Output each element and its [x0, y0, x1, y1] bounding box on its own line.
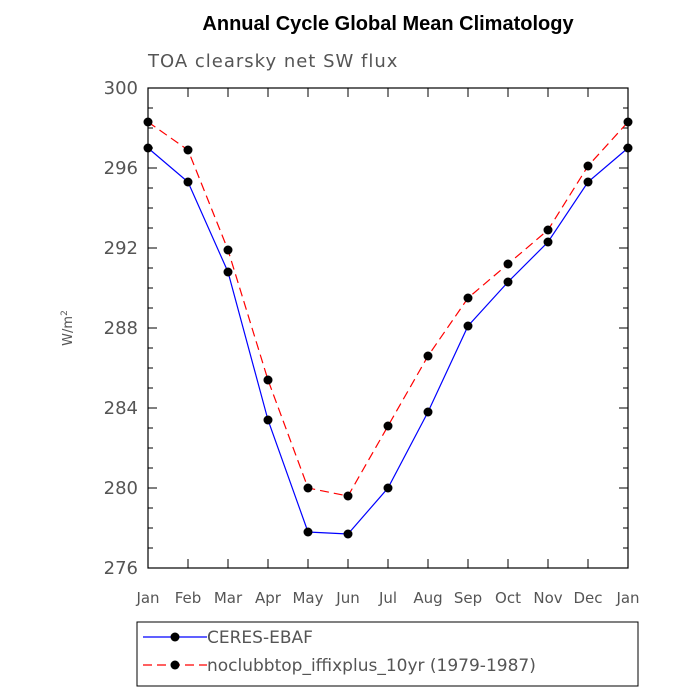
x-tick-label: Aug — [413, 589, 442, 607]
data-point — [503, 259, 513, 269]
data-point — [143, 117, 153, 127]
data-point — [343, 491, 353, 501]
y-tick-label: 280 — [104, 478, 138, 499]
chart-title: Annual Cycle Global Mean Climatology — [202, 13, 574, 35]
x-tick-label: Sep — [454, 589, 482, 607]
y-tick-label: 288 — [104, 318, 138, 339]
data-point — [383, 483, 393, 493]
plot-frame — [147, 87, 629, 569]
data-point — [463, 321, 473, 331]
y-tick-labels: 276 280 284 288 292 296 300 — [104, 78, 138, 579]
data-point — [183, 177, 193, 187]
data-point — [303, 527, 313, 537]
data-point — [263, 375, 273, 385]
series-layer — [143, 117, 633, 539]
data-point — [183, 145, 193, 155]
y-tick-label: 300 — [104, 78, 138, 99]
x-tick-label: Jun — [335, 589, 359, 607]
y-tick-label: 276 — [104, 558, 138, 579]
data-point — [583, 177, 593, 187]
y-tick-label: 296 — [104, 158, 138, 179]
legend-marker-ceres — [170, 632, 180, 642]
data-point — [583, 161, 593, 171]
y-tick-label: 284 — [104, 398, 138, 419]
chart-subtitle: TOA clearsky net SW flux — [147, 51, 398, 72]
y-axis-label-superscript: 2 — [60, 310, 70, 316]
data-point — [423, 407, 433, 417]
data-point — [463, 293, 473, 303]
y-axis-label: W/m2 — [60, 310, 76, 346]
legend-entry-ceres: CERES-EBAF — [143, 628, 313, 648]
y-axis-label-base: W/m — [61, 316, 76, 346]
data-point — [223, 245, 233, 255]
x-tick-label: Apr — [255, 589, 282, 607]
data-point — [543, 237, 553, 247]
axis-ticks — [147, 87, 629, 569]
legend-box — [136, 621, 639, 687]
series-line — [147, 147, 629, 535]
x-tick-label: Jul — [378, 589, 397, 607]
legend-entry-model: noclubbtop_iffixplus_10yr (1979-1987) — [143, 656, 536, 676]
data-point — [303, 483, 313, 493]
x-tick-label: Nov — [533, 589, 562, 607]
data-point — [263, 415, 273, 425]
data-point — [543, 225, 553, 235]
data-point — [423, 351, 433, 361]
x-tick-labels: Jan Feb Mar Apr May Jun Jul Aug Sep Oct Nov Dec Jan — [135, 589, 639, 607]
x-tick-label: Jan — [135, 589, 159, 607]
data-point — [143, 143, 153, 153]
data-point — [623, 117, 633, 127]
data-point — [623, 143, 633, 153]
x-tick-label: Jan — [615, 589, 639, 607]
x-tick-label: Oct — [495, 589, 521, 607]
series-line — [147, 121, 629, 497]
x-tick-label: Dec — [573, 589, 602, 607]
legend-label-ceres: CERES-EBAF — [207, 628, 313, 648]
x-tick-label: Feb — [175, 589, 202, 607]
data-point — [383, 421, 393, 431]
x-tick-label: Mar — [214, 589, 243, 607]
data-point — [503, 277, 513, 287]
legend-marker-model — [170, 660, 180, 670]
x-tick-label: May — [292, 589, 323, 607]
legend-label-model: noclubbtop_iffixplus_10yr (1979-1987) — [207, 656, 536, 676]
data-point — [343, 529, 353, 539]
data-point — [223, 267, 233, 277]
y-tick-label: 292 — [104, 238, 138, 259]
